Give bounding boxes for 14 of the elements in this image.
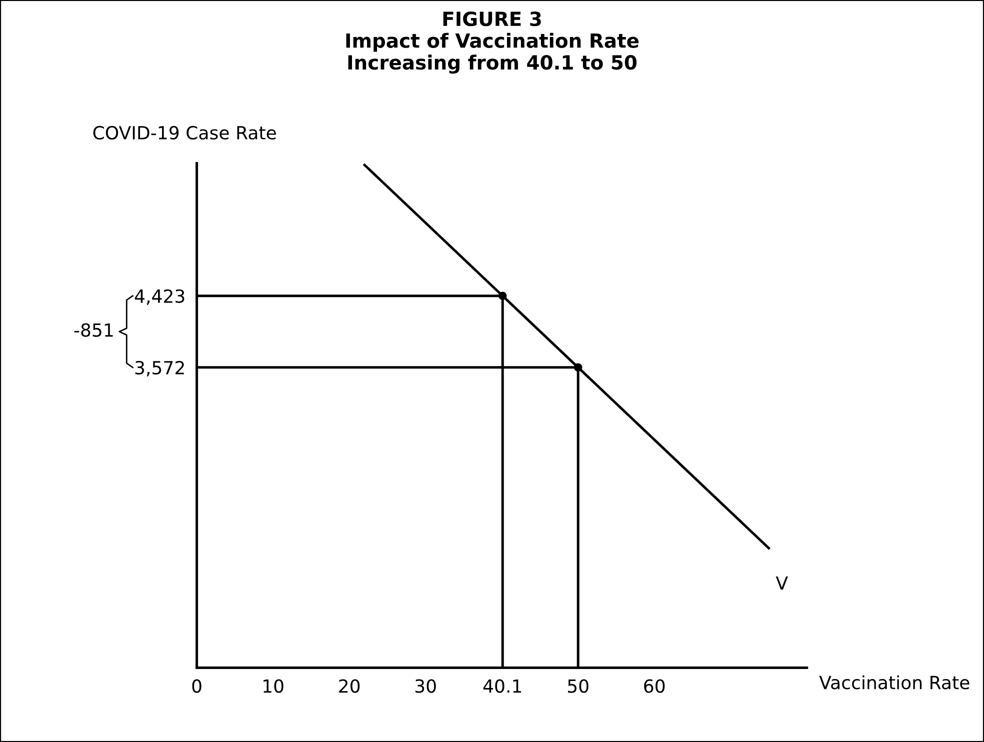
x-axis-title: Vaccination Rate xyxy=(819,675,970,690)
x-tick-label: 20 xyxy=(339,679,360,693)
y-axis-title: COVID-19 Case Rate xyxy=(93,126,276,140)
y-tick-label: 4,423 xyxy=(134,289,184,305)
y-tick-label: 3,572 xyxy=(135,360,184,376)
x-tick-label: 50 xyxy=(568,679,588,693)
annotation: V xyxy=(776,576,788,590)
x-tick-label: 30 xyxy=(415,679,436,693)
x-tick-label: 10 xyxy=(264,679,284,693)
x-tick-label: 0 xyxy=(192,679,202,693)
x-tick-label: 60 xyxy=(644,679,665,693)
x-tick-label: 40.1 xyxy=(483,679,522,693)
text: -851 xyxy=(74,323,113,337)
chart-title: FIGURE 3 Impact of Vaccination Rate Increasing from 40.1 to 50 xyxy=(346,11,639,74)
